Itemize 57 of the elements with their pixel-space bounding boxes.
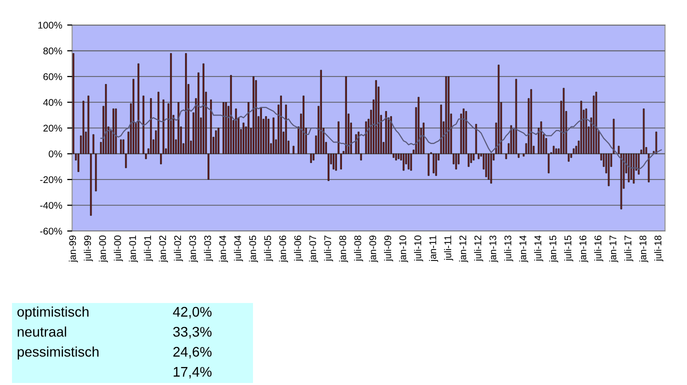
y-tick-label: -40% bbox=[40, 202, 62, 209]
x-tick-label: jan-04 bbox=[218, 235, 228, 262]
x-tick-label: juli-07 bbox=[324, 236, 334, 262]
x-tick-label: jan-18 bbox=[639, 236, 648, 262]
x-tick-label: jan-13 bbox=[489, 236, 498, 262]
x-tick-label: juli-15 bbox=[564, 236, 574, 262]
text: optimistisch bbox=[17, 306, 88, 320]
x-tick-label: juli-00 bbox=[114, 236, 123, 262]
x-tick-label: jan-06 bbox=[278, 236, 288, 262]
y-tick-label: -60% bbox=[40, 228, 62, 235]
y-tick-label: 60% bbox=[43, 73, 62, 80]
y-tick-label: 0% bbox=[48, 150, 62, 158]
x-tick-label: juli-99 bbox=[84, 236, 93, 262]
x-tick-label: jan-15 bbox=[549, 236, 558, 262]
x-tick-label: jan-16 bbox=[579, 236, 588, 262]
x-tick-label: jan-12 bbox=[459, 236, 468, 262]
x-tick-label: juli-05 bbox=[264, 236, 274, 262]
x-tick-label: juli-14 bbox=[534, 235, 544, 262]
x-tick-label: juli-17 bbox=[624, 236, 634, 262]
x-tick-label: jan-99 bbox=[68, 236, 78, 262]
x-tick-label: juli-06 bbox=[294, 236, 304, 262]
y-tick-label: 40% bbox=[43, 99, 62, 106]
x-tick-label: jan-00 bbox=[98, 236, 108, 262]
x-tick-label: juli-09 bbox=[384, 236, 394, 262]
y-tick-label: 20% bbox=[43, 124, 62, 132]
x-tick-label: jan-07 bbox=[309, 236, 318, 262]
x-tick-label: jan-08 bbox=[339, 236, 348, 262]
x-tick-label: jan-11 bbox=[429, 236, 438, 262]
x-tick-label: juli-08 bbox=[354, 236, 364, 262]
x-tick-label: jan-17 bbox=[609, 236, 618, 262]
x-tick-label: juli-03 bbox=[204, 236, 214, 262]
text: 42,0% bbox=[172, 306, 212, 318]
text: neutraal bbox=[18, 326, 66, 337]
y-tick-label: -20% bbox=[40, 176, 62, 184]
x-tick-label: jan-10 bbox=[399, 236, 408, 262]
text: 33,3% bbox=[173, 326, 212, 338]
x-tick-label: jan-14 bbox=[519, 235, 528, 262]
x-tick-label: juli-10 bbox=[414, 236, 424, 262]
x-tick-label: jan-09 bbox=[369, 236, 378, 262]
x-tick-label: juli-18 bbox=[654, 236, 664, 262]
x-tick-label: juli-11 bbox=[444, 236, 454, 261]
x-tick-label: juli-01 bbox=[144, 236, 153, 262]
x-tick-label: juli-04 bbox=[234, 235, 244, 262]
x-tick-label: jan-03 bbox=[188, 236, 198, 262]
text: pessimistisch bbox=[18, 346, 98, 360]
x-tick-label: jan-05 bbox=[248, 236, 258, 262]
y-tick-label: 100% bbox=[38, 22, 62, 29]
text: 17,4% bbox=[174, 366, 212, 378]
x-tick-label: juli-12 bbox=[474, 236, 484, 262]
x-tick-label: jan-01 bbox=[128, 236, 138, 262]
x-tick-label: juli-16 bbox=[594, 236, 604, 262]
y-tick-label: 80% bbox=[43, 48, 62, 54]
x-tick-label: jan-02 bbox=[158, 236, 168, 262]
x-tick-label: juli-13 bbox=[504, 236, 514, 262]
text: 24,6% bbox=[173, 346, 212, 358]
x-tick-label: juli-02 bbox=[174, 236, 183, 262]
line-series bbox=[100, 104, 662, 170]
